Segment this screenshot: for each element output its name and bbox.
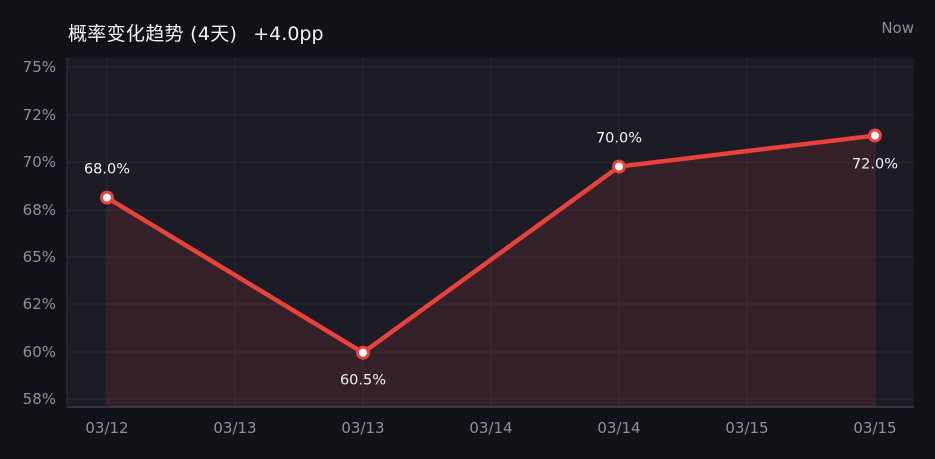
y-tick-label: 65% <box>23 248 56 266</box>
x-tick-label: 03/12 <box>85 419 128 437</box>
now-label: Now <box>881 19 914 37</box>
data-label: 70.0% <box>596 131 642 147</box>
chart-header: 概率变化趋势 (4天) +4.0pp Now <box>0 0 935 58</box>
y-tick-label: 60% <box>23 343 56 361</box>
data-point <box>100 190 114 205</box>
y-tick-label: 58% <box>23 390 56 408</box>
data-label: 60.5% <box>340 373 386 389</box>
x-tick-label: 03/14 <box>469 419 512 437</box>
y-tick-label: 68% <box>23 201 56 219</box>
data-label: 68.0% <box>84 162 130 178</box>
y-tick-label: 75% <box>23 58 56 76</box>
y-tick-label: 70% <box>23 153 56 171</box>
x-tick-label: 03/14 <box>597 419 640 437</box>
series-area-fill <box>107 135 875 408</box>
data-label: 72.0% <box>852 157 898 173</box>
y-tick-label: 62% <box>23 295 56 313</box>
series-line <box>104 133 878 355</box>
data-point <box>868 128 882 143</box>
data-point <box>612 159 626 174</box>
title-row: 概率变化趋势 (4天) +4.0pp <box>68 19 324 46</box>
x-tick-label: 03/15 <box>725 419 768 437</box>
x-tick-label: 03/13 <box>341 419 384 437</box>
data-point <box>356 345 370 360</box>
y-tick-label: 72% <box>23 106 56 124</box>
x-tick-label: 03/13 <box>213 419 256 437</box>
change-value: +4.0pp <box>253 23 324 45</box>
chart-title: 概率变化趋势 (4天) <box>68 23 238 45</box>
x-tick-label: 03/15 <box>853 419 896 437</box>
